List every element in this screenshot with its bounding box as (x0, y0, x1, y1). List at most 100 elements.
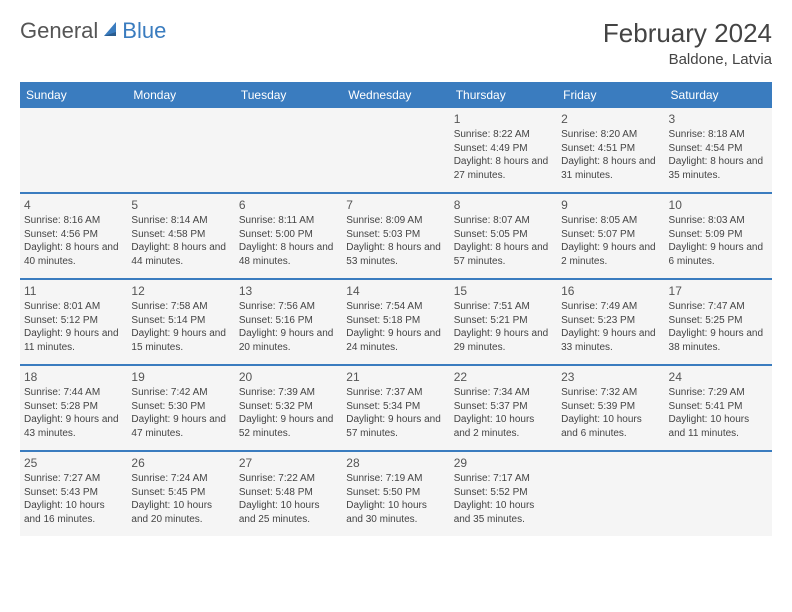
day-number: 26 (131, 456, 230, 470)
calendar-cell: 29 Sunrise: 7:17 AMSunset: 5:52 PMDayligh… (450, 451, 557, 536)
calendar-cell: 13 Sunrise: 7:56 AMSunset: 5:16 PMDayligh… (235, 279, 342, 365)
day-number: 20 (239, 370, 338, 384)
day-header: Monday (127, 82, 234, 108)
day-info: Sunrise: 7:27 AMSunset: 5:43 PMDaylight:… (24, 472, 123, 526)
day-info: Sunrise: 7:42 AMSunset: 5:30 PMDaylight:… (131, 386, 230, 440)
calendar-cell (665, 451, 772, 536)
calendar-cell: 27Sunrise: 7:22 AMSunset: 5:48 PMDayligh… (235, 451, 342, 536)
calendar-week-row: 18 Sunrise: 7:44 AMSunset: 5:28 PMDayligh… (20, 365, 772, 451)
day-number: 23 (561, 370, 660, 384)
day-number: 7 (346, 198, 445, 212)
day-number: 28 (346, 456, 445, 470)
calendar-cell: 21 Sunrise: 7:37 AMSunset: 5:34 PMDayligh… (342, 365, 449, 451)
day-info: Sunrise: 7:54 AMSunset: 5:18 PMDaylight:… (346, 300, 445, 354)
calendar-cell: 25 Sunrise: 7:27 AMSunset: 5:43 PMDayligh… (20, 451, 127, 536)
day-info: Sunrise: 8:07 AMSunset: 5:05 PMDaylight:… (454, 214, 553, 268)
calendar-cell: 17 Sunrise: 7:47 AMSunset: 5:25 PMDayligh… (665, 279, 772, 365)
day-number: 9 (561, 198, 660, 212)
day-number: 15 (454, 284, 553, 298)
day-info: Sunrise: 8:05 AMSunset: 5:07 PMDaylight:… (561, 214, 660, 268)
day-info: Sunrise: 8:14 AMSunset: 4:58 PMDaylight:… (131, 214, 230, 268)
calendar-cell: 2 Sunrise: 8:20 AMSunset: 4:51 PMDaylight… (557, 108, 664, 193)
day-header: Saturday (665, 82, 772, 108)
day-number: 27 (239, 456, 338, 470)
calendar-week-row: 25 Sunrise: 7:27 AMSunset: 5:43 PMDayligh… (20, 451, 772, 536)
day-number: 5 (131, 198, 230, 212)
day-header: Sunday (20, 82, 127, 108)
calendar-cell: 1Sunrise: 8:22 AMSunset: 4:49 PMDaylight… (450, 108, 557, 193)
day-number: 22 (454, 370, 553, 384)
calendar-cell: 12Sunrise: 7:58 AMSunset: 5:14 PMDayligh… (127, 279, 234, 365)
day-number: 6 (239, 198, 338, 212)
day-info: Sunrise: 7:51 AMSunset: 5:21 PMDaylight:… (454, 300, 553, 354)
page-title: February 2024 (603, 18, 772, 49)
day-info: Sunrise: 8:01 AMSunset: 5:12 PMDaylight:… (24, 300, 123, 354)
calendar-week-row: 11 Sunrise: 8:01 AMSunset: 5:12 PMDayligh… (20, 279, 772, 365)
day-info: Sunrise: 8:16 AMSunset: 4:56 PMDaylight:… (24, 214, 123, 268)
day-header: Friday (557, 82, 664, 108)
logo-sail-icon (102, 20, 120, 43)
day-info: Sunrise: 8:03 AMSunset: 5:09 PMDaylight:… (669, 214, 768, 268)
day-number: 29 (454, 456, 553, 470)
calendar-cell: 22 Sunrise: 7:34 AMSunset: 5:37 PMDayligh… (450, 365, 557, 451)
calendar-cell: 19 Sunrise: 7:42 AMSunset: 5:30 PMDayligh… (127, 365, 234, 451)
calendar-cell: 9 Sunrise: 8:05 AMSunset: 5:07 PMDaylight… (557, 193, 664, 279)
calendar-cell (235, 108, 342, 193)
calendar-cell: 24Sunrise: 7:29 AMSunset: 5:41 PMDayligh… (665, 365, 772, 451)
day-number: 24 (669, 370, 768, 384)
day-number: 8 (454, 198, 553, 212)
logo-text-general: General (20, 18, 98, 44)
calendar-cell: 26 Sunrise: 7:24 AMSunset: 5:45 PMDayligh… (127, 451, 234, 536)
day-info: Sunrise: 7:32 AMSunset: 5:39 PMDaylight:… (561, 386, 660, 440)
calendar-cell: 18 Sunrise: 7:44 AMSunset: 5:28 PMDayligh… (20, 365, 127, 451)
header: General Blue February 2024 Baldone, Latv… (20, 18, 772, 68)
calendar-cell: 8 Sunrise: 8:07 AMSunset: 5:05 PMDaylight… (450, 193, 557, 279)
calendar-cell: 15 Sunrise: 7:51 AMSunset: 5:21 PMDayligh… (450, 279, 557, 365)
calendar-cell: 16 Sunrise: 7:49 AMSunset: 5:23 PMDayligh… (557, 279, 664, 365)
calendar-cell: 6Sunrise: 8:11 AMSunset: 5:00 PMDaylight… (235, 193, 342, 279)
location: Baldone, Latvia (603, 51, 772, 68)
calendar-cell: 11 Sunrise: 8:01 AMSunset: 5:12 PMDayligh… (20, 279, 127, 365)
day-info: Sunrise: 8:09 AMSunset: 5:03 PMDaylight:… (346, 214, 445, 268)
logo-text-blue: Blue (122, 18, 166, 44)
day-info: Sunrise: 7:17 AMSunset: 5:52 PMDaylight:… (454, 472, 553, 526)
day-header: Tuesday (235, 82, 342, 108)
day-number: 16 (561, 284, 660, 298)
calendar-cell: 10 Sunrise: 8:03 AMSunset: 5:09 PMDayligh… (665, 193, 772, 279)
day-header: Thursday (450, 82, 557, 108)
day-info: Sunrise: 7:19 AMSunset: 5:50 PMDaylight:… (346, 472, 445, 526)
calendar-cell (342, 108, 449, 193)
day-info: Sunrise: 7:47 AMSunset: 5:25 PMDaylight:… (669, 300, 768, 354)
day-number: 25 (24, 456, 123, 470)
day-number: 2 (561, 112, 660, 126)
day-info: Sunrise: 7:34 AMSunset: 5:37 PMDaylight:… (454, 386, 553, 440)
day-number: 17 (669, 284, 768, 298)
day-info: Sunrise: 8:20 AMSunset: 4:51 PMDaylight:… (561, 128, 660, 182)
day-number: 3 (669, 112, 768, 126)
calendar-cell: 14Sunrise: 7:54 AMSunset: 5:18 PMDayligh… (342, 279, 449, 365)
day-number: 19 (131, 370, 230, 384)
calendar-cell (557, 451, 664, 536)
day-info: Sunrise: 7:37 AMSunset: 5:34 PMDaylight:… (346, 386, 445, 440)
calendar-cell (20, 108, 127, 193)
calendar-table: SundayMondayTuesdayWednesdayThursdayFrid… (20, 82, 772, 536)
day-header: Wednesday (342, 82, 449, 108)
day-number: 10 (669, 198, 768, 212)
calendar-cell (127, 108, 234, 193)
calendar-week-row: 4Sunrise: 8:16 AMSunset: 4:56 PMDaylight… (20, 193, 772, 279)
day-info: Sunrise: 7:49 AMSunset: 5:23 PMDaylight:… (561, 300, 660, 354)
day-info: Sunrise: 7:56 AMSunset: 5:16 PMDaylight:… (239, 300, 338, 354)
day-info: Sunrise: 7:24 AMSunset: 5:45 PMDaylight:… (131, 472, 230, 526)
calendar-cell: 28 Sunrise: 7:19 AMSunset: 5:50 PMDayligh… (342, 451, 449, 536)
calendar-cell: 7 Sunrise: 8:09 AMSunset: 5:03 PMDaylight… (342, 193, 449, 279)
calendar-body: 1Sunrise: 8:22 AMSunset: 4:49 PMDaylight… (20, 108, 772, 536)
day-number: 18 (24, 370, 123, 384)
day-info: Sunrise: 8:18 AMSunset: 4:54 PMDaylight:… (669, 128, 768, 182)
day-info: Sunrise: 8:22 AMSunset: 4:49 PMDaylight:… (454, 128, 553, 182)
calendar-cell: 20Sunrise: 7:39 AMSunset: 5:32 PMDayligh… (235, 365, 342, 451)
day-number: 21 (346, 370, 445, 384)
title-block: February 2024 Baldone, Latvia (603, 18, 772, 68)
day-info: Sunrise: 7:44 AMSunset: 5:28 PMDaylight:… (24, 386, 123, 440)
day-number: 11 (24, 284, 123, 298)
day-number: 13 (239, 284, 338, 298)
